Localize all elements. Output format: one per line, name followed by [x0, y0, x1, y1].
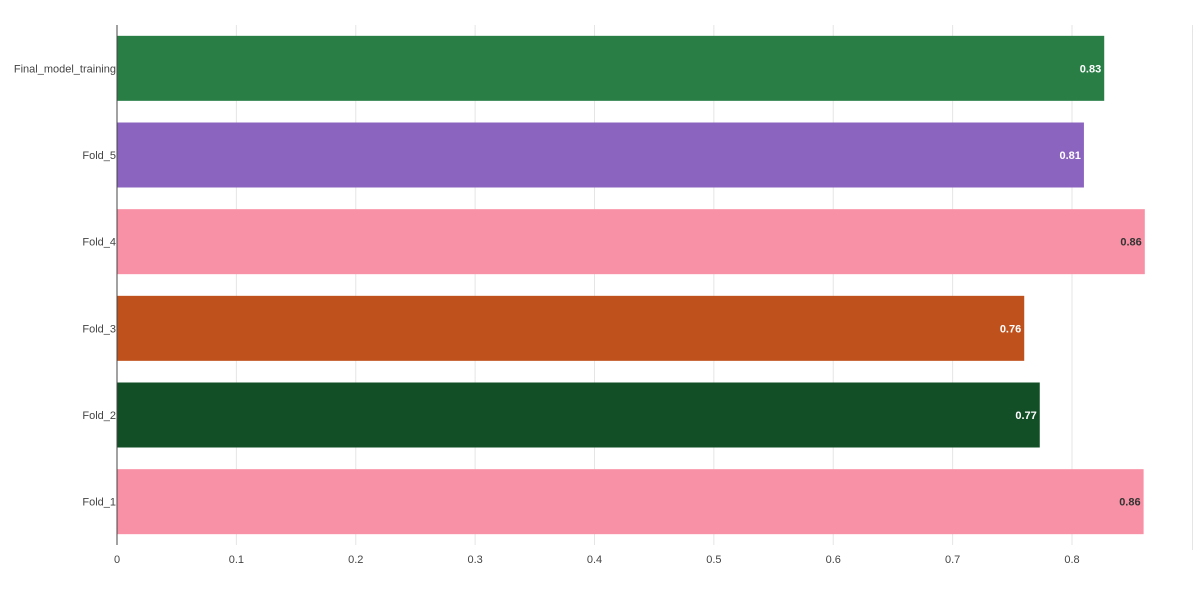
bar	[117, 382, 1040, 448]
x-tick-label: 0.8	[1064, 554, 1079, 566]
bar-value-label: 0.81	[1060, 150, 1081, 162]
y-tick-label: Fold_2	[82, 410, 116, 422]
y-tick-labels: Fold_1 Fold_2 Fold_3 Fold_4 Fold_5 Final_mode…	[14, 63, 116, 508]
x-tick-label: 0.7	[945, 554, 960, 566]
x-tick-labels: 0 0.1 0.2 0.3 0.4 0.5 0.6 0.7 0.8	[114, 554, 1080, 566]
x-tick-label: 0.1	[229, 554, 244, 566]
bar	[117, 122, 1084, 188]
x-tick-label: 0.2	[348, 554, 363, 566]
y-tick-label: Final_model_training	[14, 63, 116, 75]
grid-lines	[235, 25, 1073, 545]
bar-value-label: 0.86	[1120, 237, 1141, 249]
y-tick-label: Fold_3	[82, 323, 116, 335]
x-tick-label: 0.6	[826, 554, 841, 566]
bar	[117, 469, 1144, 535]
bars	[117, 35, 1145, 535]
x-tick-label: 0.5	[706, 554, 721, 566]
y-tick-label: Fold_4	[82, 237, 116, 249]
bar-labels: 0.86 0.77 0.76 0.86 0.81 0.83	[1000, 63, 1142, 508]
y-tick-label: Fold_1	[82, 497, 116, 509]
bar-value-label: 0.86	[1119, 497, 1140, 509]
bar-value-label: 0.76	[1000, 323, 1021, 335]
bar	[117, 209, 1145, 275]
y-tick-label: Fold_5	[82, 150, 116, 162]
bar-value-label: 0.77	[1015, 410, 1036, 422]
x-tick-label: 0.4	[587, 554, 602, 566]
bar-value-label: 0.83	[1080, 63, 1101, 75]
bar	[117, 295, 1025, 361]
x-tick-label: 0	[114, 554, 120, 566]
x-tick-label: 0.3	[467, 554, 482, 566]
bar	[117, 35, 1105, 101]
